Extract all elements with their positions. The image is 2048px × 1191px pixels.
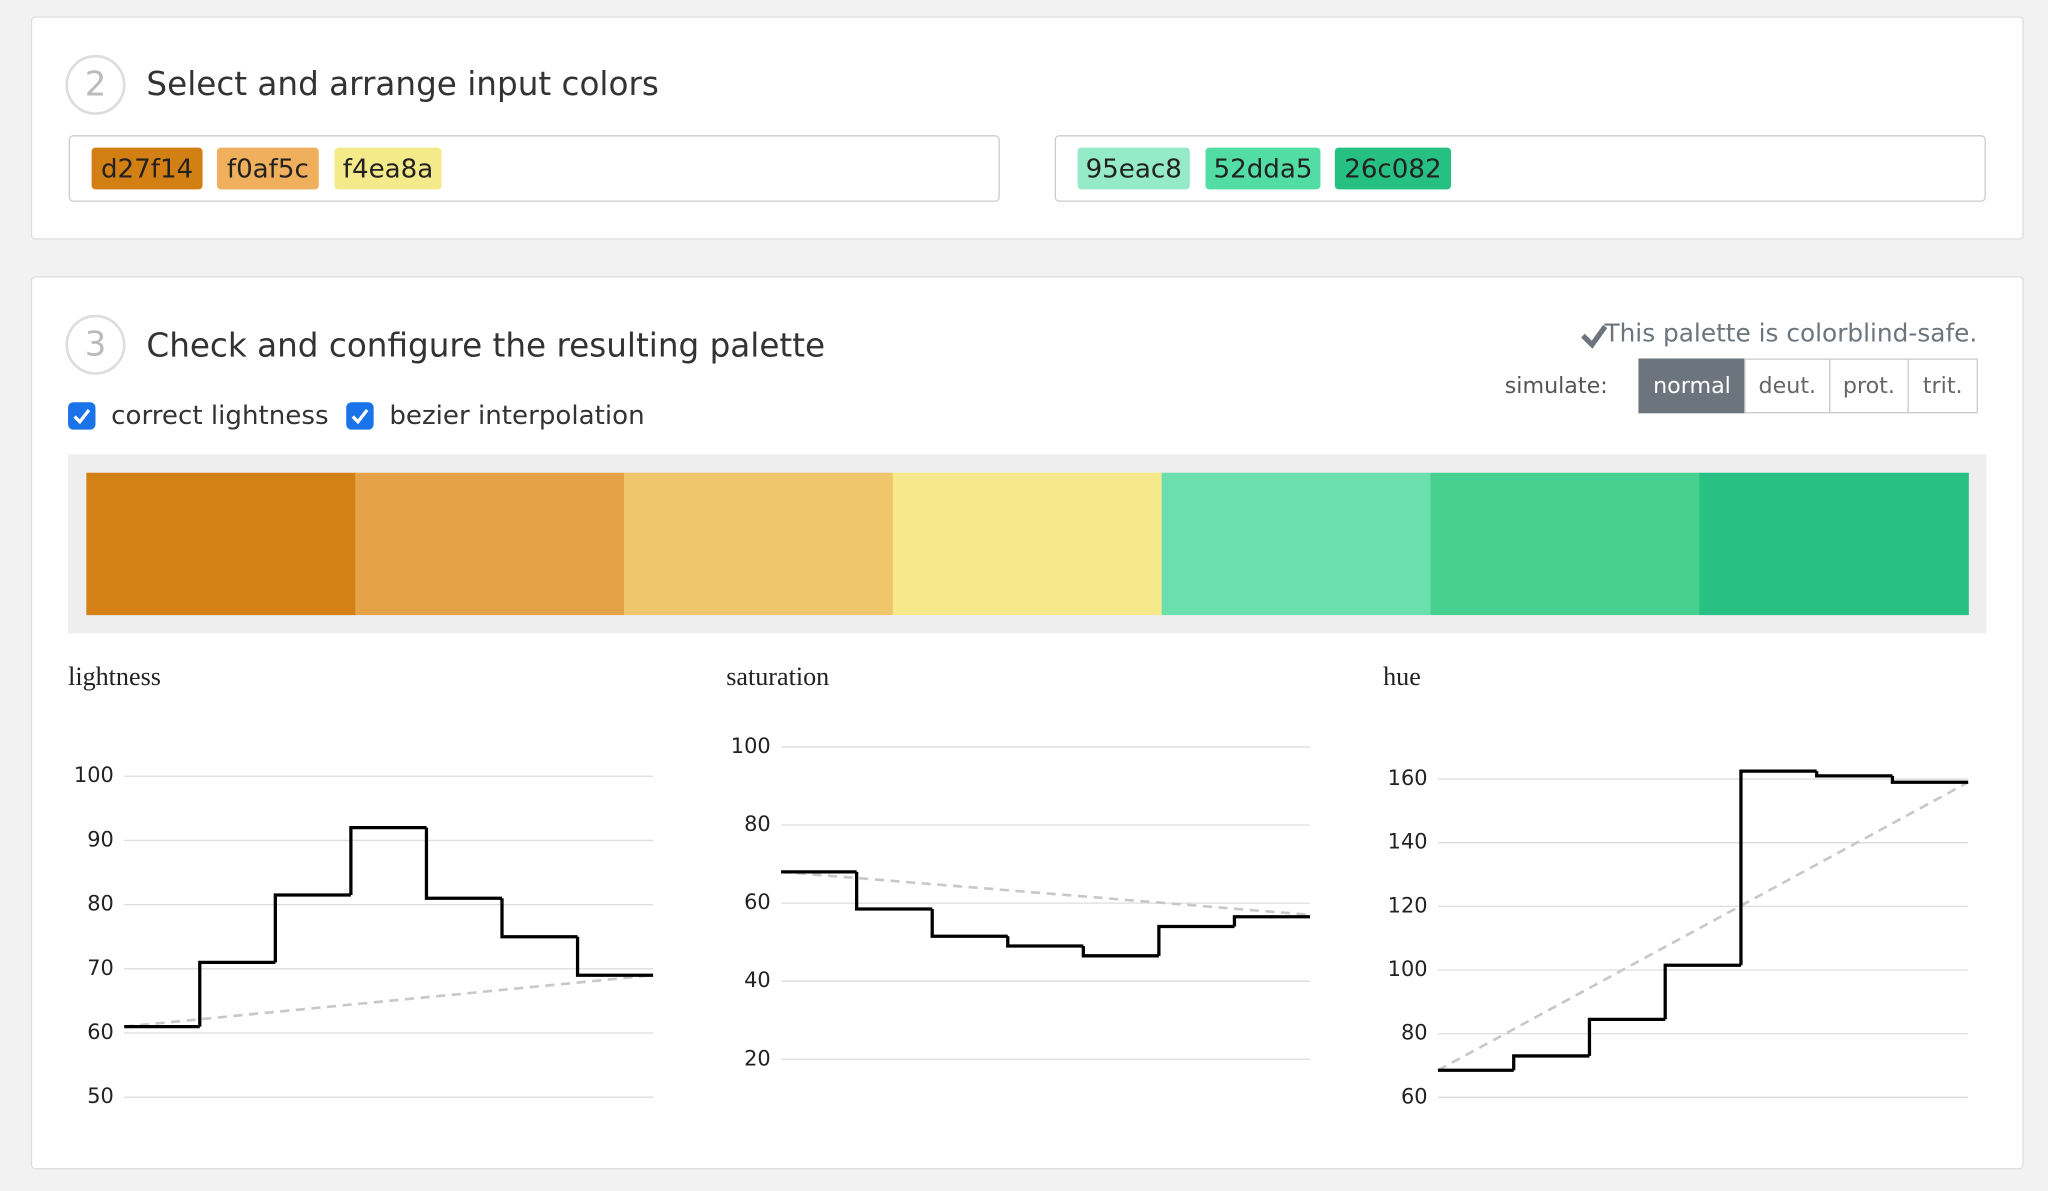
- y-tick-label: 100: [1388, 957, 1428, 981]
- simulate-label: simulate:: [1505, 373, 1608, 399]
- palette-swatch: [893, 473, 1162, 615]
- checkbox-label: correct lightness: [111, 401, 328, 431]
- color-chip-label: f4ea8a: [343, 154, 433, 184]
- y-tick-label: 80: [1401, 1021, 1428, 1045]
- simulate-button-label: normal: [1653, 373, 1731, 399]
- y-tick-label: 90: [87, 827, 114, 851]
- y-tick-label: 140: [1388, 830, 1428, 854]
- y-tick-label: 100: [74, 763, 114, 787]
- color-input[interactable]: [1055, 136, 1985, 201]
- y-tick-label: 70: [87, 956, 114, 980]
- checkbox[interactable]: [346, 402, 373, 429]
- y-tick-label: 100: [731, 734, 771, 758]
- color-chip-label: f0af5c: [227, 154, 309, 184]
- palette-swatch: [1699, 473, 1968, 615]
- status: This palette is colorblind-safe.: [1603, 318, 1977, 347]
- simulate-button-label: deut.: [1759, 373, 1817, 399]
- y-tick-label: 160: [1388, 766, 1428, 790]
- y-tick-label: 40: [744, 968, 771, 992]
- y-tick-label: 120: [1388, 893, 1428, 917]
- chart-title: lightness: [68, 662, 161, 691]
- y-tick-label: 60: [744, 890, 771, 914]
- step-number: 3: [85, 325, 107, 365]
- y-tick-label: 20: [744, 1046, 771, 1070]
- section-title: Select and arrange input colors: [146, 65, 658, 103]
- palette-swatch: [355, 473, 624, 615]
- color-chip-label: d27f14: [101, 154, 193, 184]
- chart-title: hue: [1383, 662, 1421, 691]
- step-number: 2: [85, 65, 107, 105]
- y-tick-label: 60: [87, 1020, 114, 1044]
- color-chip-label: 52dda5: [1213, 154, 1312, 184]
- checkbox[interactable]: [68, 402, 95, 429]
- color-chip-label: 26c082: [1344, 154, 1441, 184]
- simulate-button-label: trit.: [1923, 373, 1963, 399]
- y-tick-label: 50: [87, 1084, 114, 1108]
- chart-title: saturation: [726, 662, 829, 691]
- palette-swatch: [624, 473, 893, 615]
- y-tick-label: 80: [744, 812, 771, 836]
- y-tick-label: 60: [1401, 1084, 1428, 1108]
- y-tick-label: 80: [87, 892, 114, 916]
- palette-swatch: [86, 473, 355, 615]
- palette-swatch: [1431, 473, 1700, 615]
- color-chip-label: 95eac8: [1086, 154, 1182, 184]
- checkbox-label: bezier interpolation: [389, 401, 644, 431]
- color-input[interactable]: [69, 136, 999, 201]
- section-title: Check and configure the resulting palett…: [146, 326, 825, 364]
- palette-swatch: [1162, 473, 1431, 615]
- card: [32, 17, 2024, 239]
- simulate-button-label: prot.: [1843, 373, 1895, 399]
